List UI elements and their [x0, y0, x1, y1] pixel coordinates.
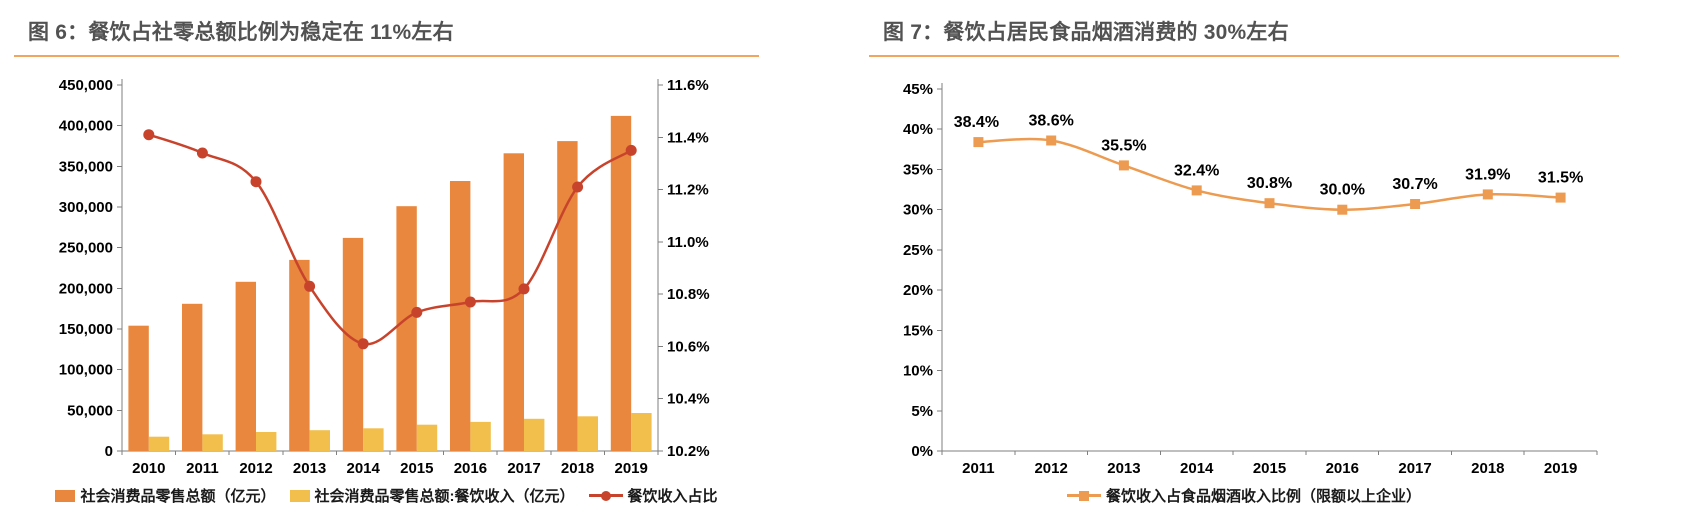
figure-7-legend: 餐饮收入占食品烟酒收入比例（限额以上企业）: [869, 485, 1619, 506]
legend-item-dining-revenue: 社会消费品零售总额:餐饮收入（亿元）: [289, 485, 575, 506]
svg-text:11.0%: 11.0%: [667, 234, 709, 251]
svg-text:50,000: 50,000: [67, 402, 113, 419]
svg-text:2018: 2018: [561, 460, 594, 477]
svg-text:30.7%: 30.7%: [1392, 176, 1437, 193]
svg-text:0%: 0%: [911, 443, 933, 460]
svg-text:2017: 2017: [1398, 460, 1431, 477]
svg-text:2014: 2014: [1180, 460, 1214, 477]
svg-text:2019: 2019: [615, 460, 648, 477]
svg-text:11.2%: 11.2%: [667, 182, 709, 199]
axes: [937, 83, 1598, 455]
svg-text:5%: 5%: [911, 403, 933, 420]
svg-text:100,000: 100,000: [59, 362, 113, 379]
svg-text:35.5%: 35.5%: [1101, 137, 1146, 154]
svg-text:10.8%: 10.8%: [667, 286, 710, 303]
svg-text:10.4%: 10.4%: [667, 391, 710, 408]
svg-text:200,000: 200,000: [59, 280, 113, 297]
legend-item-dining-ratio: 餐饮收入占比: [588, 485, 718, 506]
yellow-bar-swatch-icon: [289, 489, 310, 502]
svg-text:40%: 40%: [903, 121, 933, 138]
legend-label: 社会消费品零售总额（亿元）: [80, 488, 276, 505]
svg-text:2012: 2012: [239, 460, 272, 477]
bars-retail-total: [128, 115, 632, 452]
svg-text:31.5%: 31.5%: [1538, 170, 1583, 187]
svg-text:38.6%: 38.6%: [1028, 112, 1073, 129]
svg-text:10.6%: 10.6%: [667, 338, 710, 355]
svg-text:2013: 2013: [1107, 460, 1140, 477]
figure-7-title: 图 7：餐饮占居民食品烟酒消费的 30%左右: [869, 0, 1619, 57]
legend-label: 社会消费品零售总额:餐饮收入（亿元）: [314, 488, 575, 505]
svg-text:45%: 45%: [903, 81, 933, 98]
figure-6-legend: 社会消费品零售总额（亿元） 社会消费品零售总额:餐饮收入（亿元） 餐饮收入占比: [14, 485, 759, 506]
legend-item-food-tobacco-ratio: 餐饮收入占食品烟酒收入比例（限额以上企业）: [1066, 485, 1421, 506]
legend-label: 餐饮收入占食品烟酒收入比例（限额以上企业）: [1105, 488, 1421, 505]
right-axis-labels: 10.2% 10.4% 10.6% 10.8% 11.0% 11.2% 11.4% 11.6%: [667, 77, 710, 460]
food-tobacco-ratio-markers: [973, 135, 1566, 215]
svg-text:20%: 20%: [903, 282, 933, 299]
svg-text:300,000: 300,000: [59, 199, 113, 216]
svg-text:2013: 2013: [293, 460, 326, 477]
svg-text:35%: 35%: [903, 161, 933, 178]
svg-text:2010: 2010: [132, 460, 165, 477]
legend-label: 餐饮收入占比: [627, 488, 718, 505]
legend-item-retail-total: 社会消费品零售总额（亿元）: [55, 485, 276, 506]
svg-text:10.2%: 10.2%: [667, 443, 710, 460]
dining-ratio-line: [148, 133, 632, 346]
svg-text:2016: 2016: [454, 460, 487, 477]
svg-text:11.4%: 11.4%: [667, 129, 709, 146]
left-axis-labels: 0 50,000 100,000 150,000 200,000 250,000 300,0…: [59, 77, 113, 460]
svg-text:2015: 2015: [1253, 460, 1286, 477]
svg-text:31.9%: 31.9%: [1465, 166, 1510, 183]
svg-text:2011: 2011: [962, 460, 995, 477]
svg-text:2011: 2011: [186, 460, 219, 477]
figure-6-title: 图 6：餐饮占社零总额比例为稳定在 11%左右: [14, 0, 759, 57]
svg-text:11.6%: 11.6%: [667, 77, 709, 94]
svg-text:25%: 25%: [903, 242, 933, 259]
svg-text:38.4%: 38.4%: [954, 114, 999, 131]
svg-text:250,000: 250,000: [59, 240, 113, 257]
dining-ratio-markers: [143, 129, 637, 350]
data-labels: 38.4% 38.6% 35.5% 32.4% 30.8% 30.0% 30.7% 31.9%…: [954, 112, 1584, 198]
orange-line-square-swatch-icon: [1066, 490, 1101, 501]
figure-6: 图 6：餐饮占社零总额比例为稳定在 11%左右 0 50,000 100,000 15…: [14, 0, 759, 506]
svg-text:400,000: 400,000: [59, 118, 113, 135]
svg-text:0: 0: [105, 443, 113, 460]
report-figures-row: 图 6：餐饮占社零总额比例为稳定在 11%左右 0 50,000 100,000 15…: [14, 0, 1619, 506]
x-axis-labels: 2011 2012 2013 2014 2015 2016 2017 2018 2019: [962, 460, 1577, 477]
svg-text:2015: 2015: [400, 460, 433, 477]
svg-text:350,000: 350,000: [59, 158, 113, 175]
svg-text:2018: 2018: [1471, 460, 1504, 477]
svg-text:2019: 2019: [1544, 460, 1577, 477]
y-axis-labels: 0% 5% 10% 15% 20% 25% 30% 35% 40% 45%: [903, 81, 933, 460]
svg-text:150,000: 150,000: [59, 321, 113, 338]
svg-text:2012: 2012: [1034, 460, 1067, 477]
svg-text:2014: 2014: [347, 460, 381, 477]
svg-text:32.4%: 32.4%: [1174, 162, 1219, 179]
bars-dining-revenue: [148, 413, 652, 451]
svg-text:2016: 2016: [1326, 460, 1359, 477]
figure-7-chart: 0% 5% 10% 15% 20% 25% 30% 35% 40% 45% 2011 2012 2013…: [903, 81, 1598, 477]
svg-text:15%: 15%: [903, 322, 933, 339]
svg-text:10%: 10%: [903, 363, 933, 380]
svg-text:30.0%: 30.0%: [1320, 182, 1365, 199]
figure-6-chart: 0 50,000 100,000 150,000 200,000 250,000 300,0…: [59, 77, 710, 477]
figure-7: 图 7：餐饮占居民食品烟酒消费的 30%左右 0% 5% 10% 15% 20% 25% 3…: [869, 0, 1619, 506]
orange-bar-swatch-icon: [55, 489, 76, 502]
svg-text:30%: 30%: [903, 202, 933, 219]
svg-text:30.8%: 30.8%: [1247, 175, 1292, 192]
svg-text:2017: 2017: [507, 460, 540, 477]
svg-text:450,000: 450,000: [59, 77, 113, 94]
red-line-dot-swatch-icon: [588, 490, 623, 501]
x-axis-labels: 2010 2011 2012 2013 2014 2015 2016 2017 2018 2019: [132, 460, 648, 477]
